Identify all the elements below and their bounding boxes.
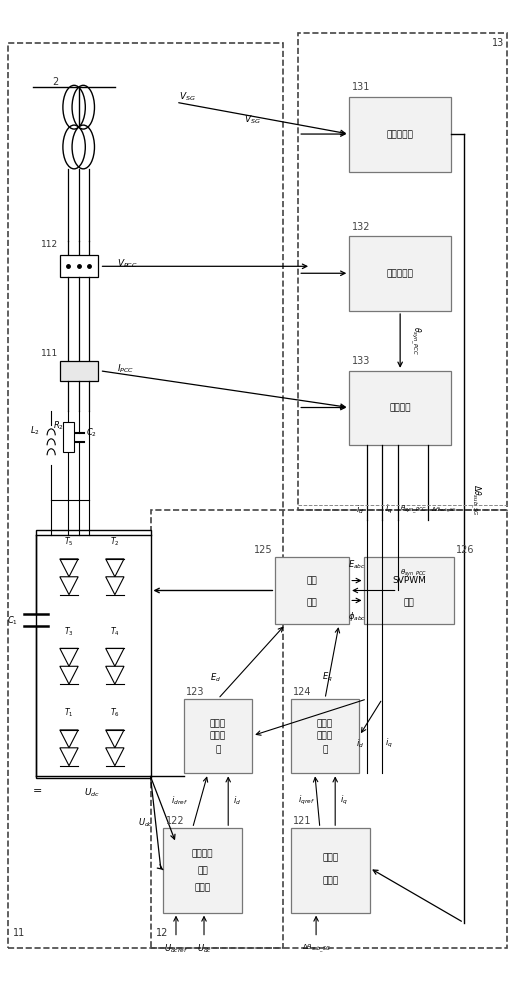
Text: 11: 11 <box>13 928 25 938</box>
Text: 125: 125 <box>254 545 273 555</box>
Text: 13: 13 <box>492 38 505 48</box>
Text: 2: 2 <box>53 77 59 87</box>
Text: $U_{dc}$: $U_{dc}$ <box>138 817 153 829</box>
Text: $R_2$: $R_2$ <box>53 419 64 432</box>
Text: 133: 133 <box>352 356 370 366</box>
Bar <box>163 828 242 913</box>
Text: 抑制器: 抑制器 <box>322 876 338 885</box>
Text: 112: 112 <box>41 240 58 249</box>
Text: $V_{SG}$: $V_{SG}$ <box>244 114 261 126</box>
Text: 矢量: 矢量 <box>307 576 318 585</box>
Text: $U_{dcref}$: $U_{dcref}$ <box>164 943 188 955</box>
Text: 122: 122 <box>166 816 184 826</box>
Text: $\Delta\theta_{sub\_SG}$: $\Delta\theta_{sub\_SG}$ <box>468 484 483 516</box>
Text: 123: 123 <box>186 687 204 697</box>
Bar <box>150 510 507 948</box>
Text: $\theta_{syn\_PCC}$: $\theta_{syn\_PCC}$ <box>400 567 427 580</box>
Text: 流控制: 流控制 <box>210 732 226 741</box>
Bar <box>349 371 451 445</box>
Bar <box>349 236 451 311</box>
Text: $\Delta\theta_{sub\_SG}$: $\Delta\theta_{sub\_SG}$ <box>302 943 331 955</box>
Text: 器: 器 <box>322 746 328 755</box>
Text: $i_d$: $i_d$ <box>356 504 365 516</box>
Text: $E_d$: $E_d$ <box>210 671 221 684</box>
Text: $T_5$: $T_5$ <box>64 536 74 548</box>
Text: $\phi_{abc}$: $\phi_{abc}$ <box>348 610 366 623</box>
Text: $V_{PCC}$: $V_{PCC}$ <box>117 257 138 270</box>
Text: 有功电: 有功电 <box>210 720 226 729</box>
Text: 131: 131 <box>352 82 370 92</box>
Bar <box>60 255 98 277</box>
Text: $\Delta\theta_{sub\_SG}$: $\Delta\theta_{sub\_SG}$ <box>431 506 457 514</box>
Text: 控制器: 控制器 <box>195 883 211 892</box>
Bar <box>365 557 454 624</box>
Text: $i_q$: $i_q$ <box>340 794 348 807</box>
Text: 合成: 合成 <box>307 598 318 607</box>
Text: $I_{PCC}$: $I_{PCC}$ <box>117 362 135 375</box>
Text: $i_{dref}$: $i_{dref}$ <box>170 795 187 807</box>
Text: 次同步: 次同步 <box>322 853 338 862</box>
Text: $V_{SG}$: $V_{SG}$ <box>179 91 195 103</box>
Text: $i_d$: $i_d$ <box>233 795 242 807</box>
Text: $=$: $=$ <box>30 784 42 794</box>
Bar <box>63 422 74 452</box>
Bar <box>276 557 349 624</box>
Text: 126: 126 <box>456 545 475 555</box>
Text: 132: 132 <box>352 222 370 232</box>
Bar <box>298 33 507 510</box>
Text: 电压: 电压 <box>197 866 208 875</box>
Text: $T_3$: $T_3$ <box>64 625 74 638</box>
Text: 124: 124 <box>293 687 312 697</box>
Bar <box>349 97 451 172</box>
Text: $E_{abc}$: $E_{abc}$ <box>348 558 366 571</box>
Text: $i_q$: $i_q$ <box>385 503 393 516</box>
Bar <box>36 530 150 778</box>
Text: 器: 器 <box>215 746 221 755</box>
Bar <box>8 43 283 948</box>
Text: $\theta_{syn\_PCC}$: $\theta_{syn\_PCC}$ <box>408 326 422 356</box>
Text: 调制: 调制 <box>404 598 415 607</box>
Text: $C_1$: $C_1$ <box>7 614 18 627</box>
Text: $T_6$: $T_6$ <box>110 707 120 719</box>
Text: $\theta_{syn\_PCC}$: $\theta_{syn\_PCC}$ <box>400 504 427 516</box>
Text: 直流母线: 直流母线 <box>192 849 214 858</box>
Text: 无功电: 无功电 <box>317 720 333 729</box>
Text: 12: 12 <box>156 928 168 938</box>
Text: $i_d$: $i_d$ <box>356 737 365 750</box>
Bar <box>60 361 98 381</box>
Text: $T_2$: $T_2$ <box>110 536 119 548</box>
Text: 第二锁相环: 第二锁相环 <box>387 269 414 278</box>
Text: 121: 121 <box>293 816 312 826</box>
Text: 111: 111 <box>41 349 58 358</box>
Text: $C_2$: $C_2$ <box>86 426 97 439</box>
Text: SVPWM: SVPWM <box>392 576 426 585</box>
Text: 坐标变换: 坐标变换 <box>389 404 411 413</box>
Bar <box>290 699 359 773</box>
Text: $U_{dc}$: $U_{dc}$ <box>197 943 212 955</box>
Text: 第一锁相环: 第一锁相环 <box>387 130 414 139</box>
Text: 流控制: 流控制 <box>317 732 333 741</box>
Text: $i_{qref}$: $i_{qref}$ <box>298 794 315 807</box>
Text: $L_2$: $L_2$ <box>30 424 40 437</box>
Text: $i_q$: $i_q$ <box>385 737 393 750</box>
Bar <box>184 699 252 773</box>
Text: $T_4$: $T_4$ <box>110 625 119 638</box>
Bar <box>290 828 370 913</box>
Text: $E_q$: $E_q$ <box>322 671 333 684</box>
Text: $U_{dc}$: $U_{dc}$ <box>84 786 100 799</box>
Text: $T_1$: $T_1$ <box>64 707 74 719</box>
